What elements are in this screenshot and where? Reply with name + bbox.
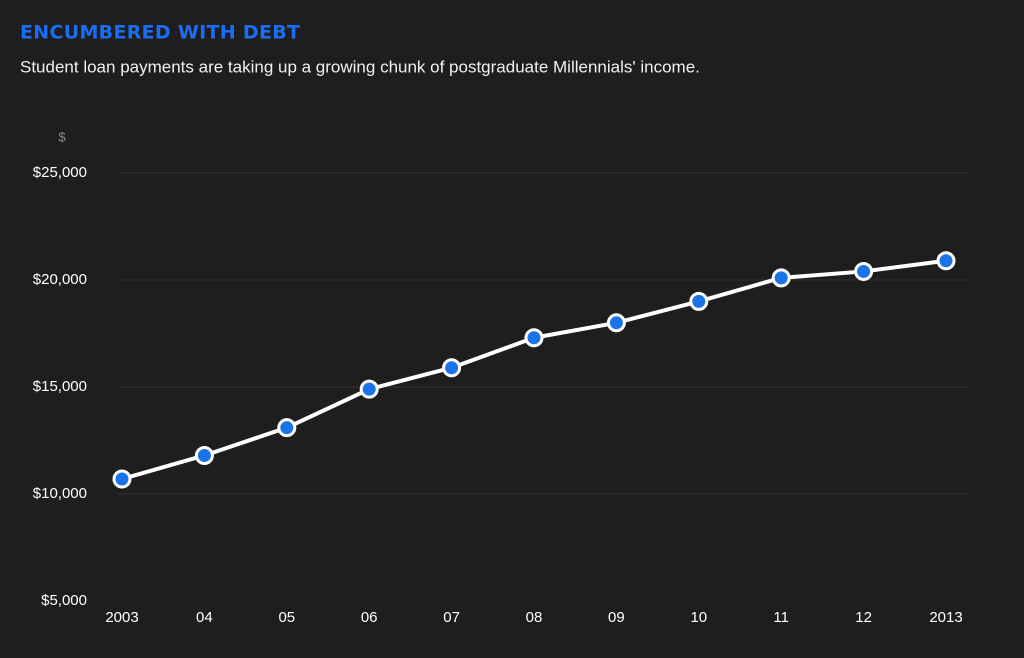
- x-tick-label: 2013: [929, 609, 962, 626]
- x-tick-label: 2003: [105, 609, 138, 626]
- marker: [936, 251, 956, 271]
- y-tick-label: $20,000: [33, 271, 87, 288]
- marker: [112, 469, 132, 489]
- marker: [771, 268, 791, 288]
- y-tick-label: $25,000: [33, 164, 87, 181]
- x-tick-label: 07: [443, 609, 460, 626]
- marker: [442, 358, 462, 378]
- y-axis-label: $: [58, 129, 66, 144]
- marker: [277, 418, 297, 438]
- chart-title: ENCUMBERED WITH DEBT: [20, 22, 300, 44]
- x-tick-label: 05: [278, 609, 295, 626]
- marker: [854, 261, 874, 281]
- marker: [194, 445, 214, 465]
- x-tick-label: 11: [773, 609, 789, 626]
- x-tick-label: 09: [608, 609, 625, 626]
- y-tick-label: $5,000: [41, 592, 87, 609]
- marker: [689, 291, 709, 311]
- x-tick-label: 12: [855, 609, 872, 626]
- x-tick-label: 08: [526, 609, 543, 626]
- x-tick-label: 04: [196, 609, 213, 626]
- y-tick-label: $10,000: [33, 485, 87, 502]
- x-tick-label: 10: [690, 609, 707, 626]
- marker: [606, 313, 626, 333]
- y-tick-label: $15,000: [33, 378, 87, 395]
- marker: [359, 379, 379, 399]
- marker: [524, 328, 544, 348]
- x-tick-label: 06: [361, 609, 378, 626]
- chart-subtitle: Student loan payments are taking up a gr…: [20, 57, 700, 76]
